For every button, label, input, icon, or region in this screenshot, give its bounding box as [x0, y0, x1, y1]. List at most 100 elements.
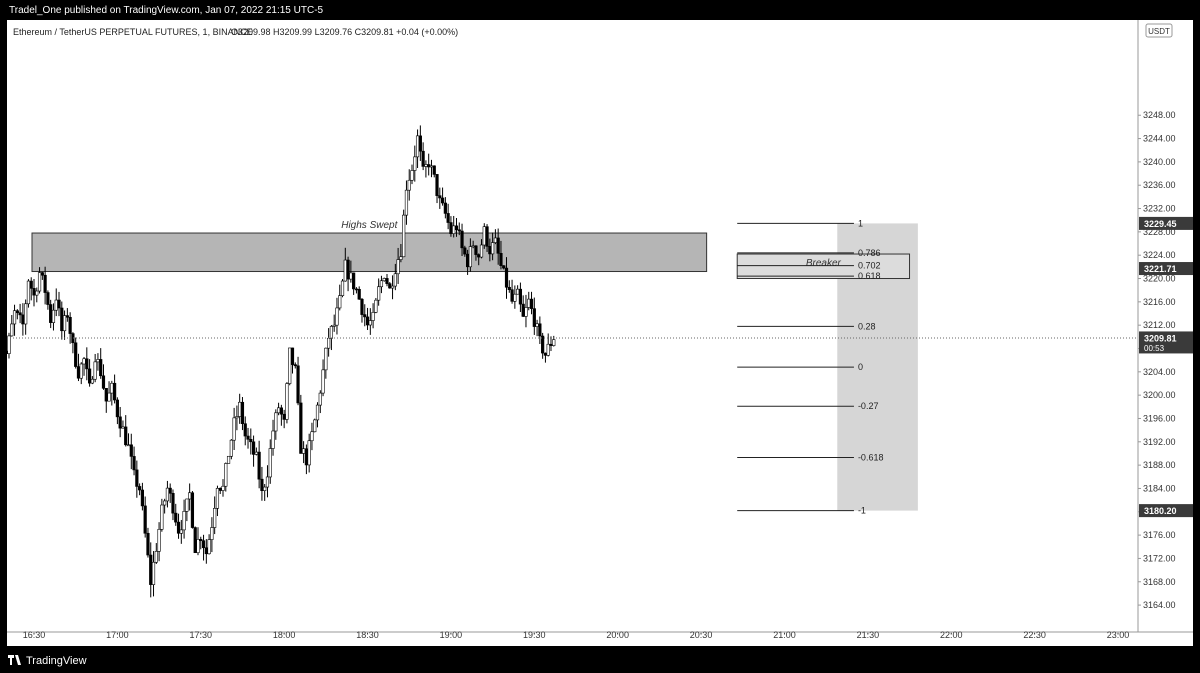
candle-body: [479, 244, 484, 258]
candle-body: [293, 364, 297, 367]
candle-body: [104, 388, 108, 402]
candle-body: [438, 195, 442, 199]
candle-body: [318, 392, 322, 406]
candle-body: [299, 402, 303, 454]
candle-body: [324, 347, 328, 371]
candle-body: [210, 527, 214, 540]
price-tick-label: 3200.00: [1143, 390, 1176, 400]
time-tick-label: 17:30: [190, 630, 213, 640]
price-tick-label: 3240.00: [1143, 157, 1176, 167]
time-tick-label: 20:00: [606, 630, 629, 640]
candle-body: [257, 451, 261, 480]
candle-body: [285, 383, 289, 420]
candle-body: [99, 359, 103, 377]
tradingview-logo-icon: [8, 655, 24, 668]
fib-level-label: -0.618: [858, 453, 884, 463]
price-label-badge: [1139, 262, 1193, 276]
fib-level-label: -1: [858, 506, 866, 516]
candle-body: [393, 273, 397, 287]
candle-body: [407, 179, 411, 191]
price-tick-label: 3216.00: [1143, 297, 1176, 307]
price-tick-label: 3220.00: [1143, 274, 1176, 284]
candle-body: [179, 529, 183, 534]
candle-body: [385, 278, 389, 284]
candle-body: [346, 259, 350, 280]
candle-body: [504, 267, 509, 288]
candle-body: [513, 293, 517, 302]
candle-body: [410, 170, 414, 181]
footer-bar: TradingView: [0, 647, 1200, 673]
candle-body: [232, 417, 236, 441]
price-tick-label: 3184.00: [1143, 483, 1176, 493]
candle-body: [499, 253, 503, 266]
candle-body: [171, 493, 175, 514]
candle-body: [527, 298, 531, 308]
zone-highs-swept: [31, 232, 708, 273]
candle-body: [74, 342, 78, 367]
candle-body: [446, 213, 450, 223]
candle-body: [182, 511, 186, 531]
candle-body: [491, 242, 495, 255]
candle-body: [101, 375, 106, 389]
candle-body: [374, 299, 378, 313]
candle-body: [207, 539, 211, 555]
candle-body: [265, 476, 270, 488]
candle-body: [140, 489, 145, 507]
candle-body: [138, 486, 142, 491]
price-label-badge: [1139, 216, 1193, 230]
candle-body: [435, 174, 439, 196]
candle-body: [263, 486, 267, 491]
price-tick-label: 3164.00: [1143, 600, 1176, 610]
time-tick-label: 22:30: [1023, 630, 1046, 640]
candle-body: [51, 309, 56, 323]
candle-body: [313, 419, 317, 433]
candle-body: [115, 399, 119, 418]
price-tick-label: 3196.00: [1143, 413, 1176, 423]
candle-body: [307, 440, 311, 466]
candle-body: [254, 451, 258, 455]
price-label-text: 3229.45: [1144, 219, 1177, 229]
candle-body: [276, 407, 281, 414]
chart-container[interactable]: Highs Swept Breaker 1 0.786 0.702 0.618 0.28 0…: [0, 20, 1193, 646]
candle-body: [502, 265, 506, 269]
zone-breaker: [736, 253, 911, 280]
price-tick-label: 3188.00: [1143, 460, 1176, 470]
candle-body: [193, 527, 197, 554]
candle-body: [371, 312, 375, 321]
candle-body: [304, 448, 308, 466]
candle-body: [443, 202, 447, 214]
zone-label: Highs Swept: [341, 220, 398, 231]
candle-body: [288, 347, 292, 384]
candle-body: [360, 298, 364, 315]
candle-body: [226, 455, 231, 464]
price-label-text: 3209.81: [1144, 333, 1177, 343]
candle-body: [452, 225, 456, 234]
candle-body: [238, 401, 242, 417]
axes-layer: 3248.00 3244.00 3240.00 3236.00 3232.00 3228.…: [7, 20, 1193, 640]
candle-body: [335, 307, 339, 326]
fib-level-label: 0.786: [858, 248, 881, 258]
candle-body: [352, 272, 356, 290]
candle-body: [449, 222, 453, 234]
candle-body: [463, 247, 467, 255]
candle-body: [390, 285, 395, 289]
candle-body: [471, 245, 475, 248]
candle-body: [388, 283, 392, 289]
candle-body: [65, 315, 69, 318]
candle-body: [176, 521, 181, 534]
candle-body: [354, 288, 359, 291]
candle-body: [113, 382, 117, 401]
unit-label: USDT: [1148, 27, 1170, 36]
price-tick-label: 3236.00: [1143, 180, 1176, 190]
candle-body: [96, 359, 100, 363]
candle-body: [32, 288, 36, 296]
candle-body: [454, 225, 459, 231]
candle-body: [529, 298, 534, 309]
candle-body: [363, 314, 367, 318]
price-tick-label: 3224.00: [1143, 250, 1176, 260]
candle-body: [196, 539, 200, 554]
candle-body: [124, 426, 128, 446]
candle-body: [543, 352, 548, 356]
candle-body: [35, 290, 39, 296]
